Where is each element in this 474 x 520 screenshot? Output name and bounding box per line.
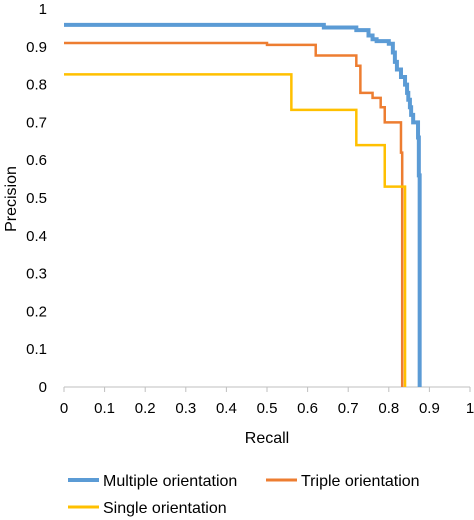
series-line-single-orientation — [64, 73, 407, 387]
x-tick-labels: 0 0.1 0.2 0.3 0.4 0.5 0.6 0.7 0.8 0.9 1 — [60, 400, 474, 417]
y-axis-title: Precision — [3, 166, 20, 232]
y-tick-label: 0.4 — [26, 228, 47, 245]
x-tick-label: 0.7 — [338, 400, 359, 417]
x-tick-label: 0.2 — [135, 400, 156, 417]
y-tick-label: 1 — [39, 1, 47, 18]
x-tick-label: 0.3 — [175, 400, 196, 417]
x-axis-title: Recall — [245, 430, 289, 447]
x-tick-label: 0.8 — [378, 400, 399, 417]
x-tick-label: 0.1 — [94, 400, 115, 417]
x-tick-label: 0.9 — [419, 400, 440, 417]
x-tick-label: 0.4 — [216, 400, 237, 417]
y-tick-label: 0.9 — [26, 39, 47, 56]
legend-label-triple-orientation: Triple orientation — [301, 473, 420, 490]
legend-item-multiple: Multiple orientation — [68, 473, 237, 490]
legend-label-single-orientation: Single orientation — [103, 500, 227, 517]
y-tick-label: 0.3 — [26, 266, 47, 283]
series-layer — [64, 22, 422, 387]
x-tick-label: 0.6 — [297, 400, 318, 417]
y-tick-label: 0.5 — [26, 190, 47, 207]
x-tick-label: 1 — [466, 400, 474, 417]
y-tick-label: 0 — [39, 379, 47, 396]
y-tick-labels: 0 0.1 0.2 0.3 0.4 0.5 0.6 0.7 0.8 0.9 1 — [26, 1, 47, 396]
y-tick-label: 0.6 — [26, 152, 47, 169]
legend-item-single: Single orientation — [68, 500, 227, 517]
legend-item-triple: Triple orientation — [266, 473, 420, 490]
y-tick-label: 0.1 — [26, 341, 47, 358]
legend: Multiple orientation Triple orientation … — [68, 473, 420, 517]
plot-area — [63, 22, 471, 392]
x-tick-label: 0 — [60, 400, 68, 417]
y-tick-label: 0.8 — [26, 77, 47, 94]
x-tick-marks — [63, 387, 471, 392]
legend-label-multiple-orientation: Multiple orientation — [103, 473, 237, 490]
y-tick-label: 0.2 — [26, 303, 47, 320]
y-tick-label: 0.7 — [26, 114, 47, 131]
series-line-multiple-orientation — [64, 22, 422, 387]
x-tick-label: 0.5 — [257, 400, 278, 417]
series-line-triple-orientation — [64, 41, 404, 387]
